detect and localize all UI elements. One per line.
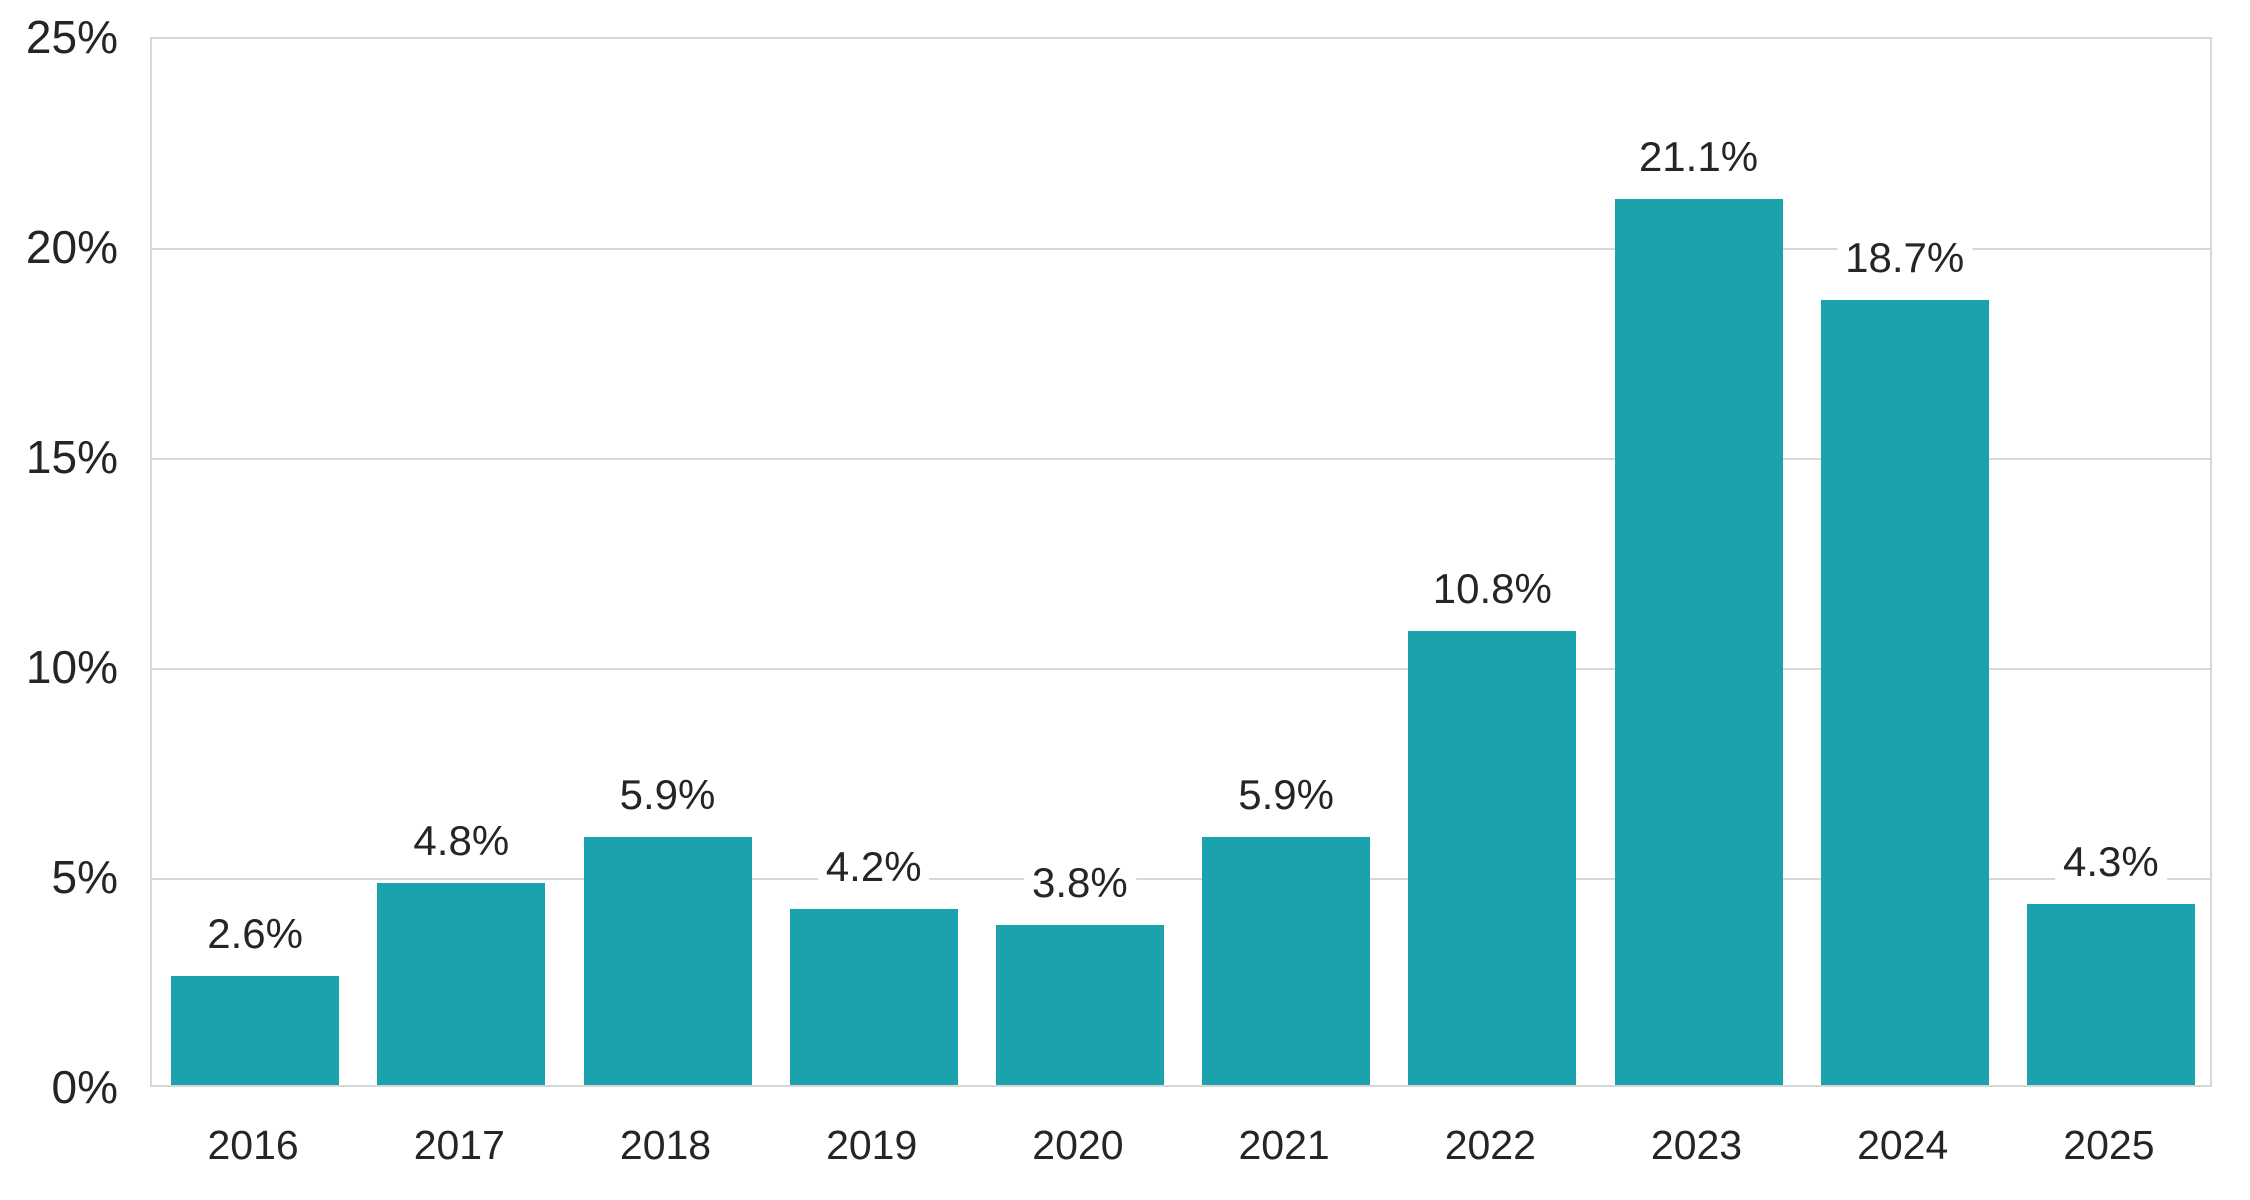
bar-2021: [1202, 837, 1371, 1085]
plot-area: 2.6% 4.8% 5.9% 4.2% 3.8% 5.9% 10.8% 21.1% 18.7% 4…: [150, 37, 2212, 1087]
y-tick-label: 0%: [51, 1061, 118, 1113]
data-label-2017: 4.8%: [405, 817, 518, 866]
data-label-2021: 5.9%: [1230, 771, 1342, 820]
data-label-2016: 2.6%: [199, 909, 311, 958]
data-label-2023: 21.1%: [1630, 132, 1767, 181]
x-tick-label-2024: 2024: [1857, 1122, 1949, 1168]
bar-2017: [377, 883, 546, 1085]
data-label-2020: 3.8%: [1024, 859, 1136, 908]
bar-2024: [1820, 299, 1989, 1085]
y-tick-label: 25%: [25, 11, 118, 63]
x-tick-label-2017: 2017: [413, 1122, 505, 1168]
bar-2018: [583, 837, 752, 1085]
x-tick-label-2022: 2022: [1444, 1122, 1536, 1168]
y-tick-label: 5%: [51, 851, 118, 903]
data-label-2025: 4.3%: [2055, 838, 2167, 887]
gridline-10: [152, 668, 2210, 670]
x-tick-label-2025: 2025: [2063, 1122, 2155, 1168]
gridline-15: [152, 458, 2210, 460]
data-label-2019: 4.2%: [817, 842, 930, 891]
bar-2023: [1614, 198, 1783, 1085]
x-tick-label-2016: 2016: [207, 1122, 299, 1168]
bar-2016: [171, 975, 340, 1085]
bar-2019: [789, 908, 958, 1085]
x-tick-label-2018: 2018: [619, 1122, 712, 1168]
data-label-2018: 5.9%: [611, 771, 724, 820]
data-label-2024: 18.7%: [1837, 233, 1973, 282]
x-tick-label-2020: 2020: [1032, 1122, 1124, 1168]
data-label-2022: 10.8%: [1424, 565, 1560, 614]
gridline-5: [152, 878, 2210, 880]
y-tick-label: 20%: [25, 221, 118, 273]
y-tick-label: 15%: [25, 431, 118, 483]
x-tick-label-2021: 2021: [1238, 1122, 1330, 1168]
x-tick-label-2019: 2019: [826, 1122, 918, 1168]
bar-2020: [995, 925, 1164, 1085]
y-tick-label: 10%: [25, 641, 118, 693]
bar-2025: [2026, 904, 2195, 1085]
gridline-20: [152, 248, 2210, 250]
bar-2022: [1408, 631, 1577, 1085]
x-tick-label-2023: 2023: [1650, 1122, 1743, 1168]
